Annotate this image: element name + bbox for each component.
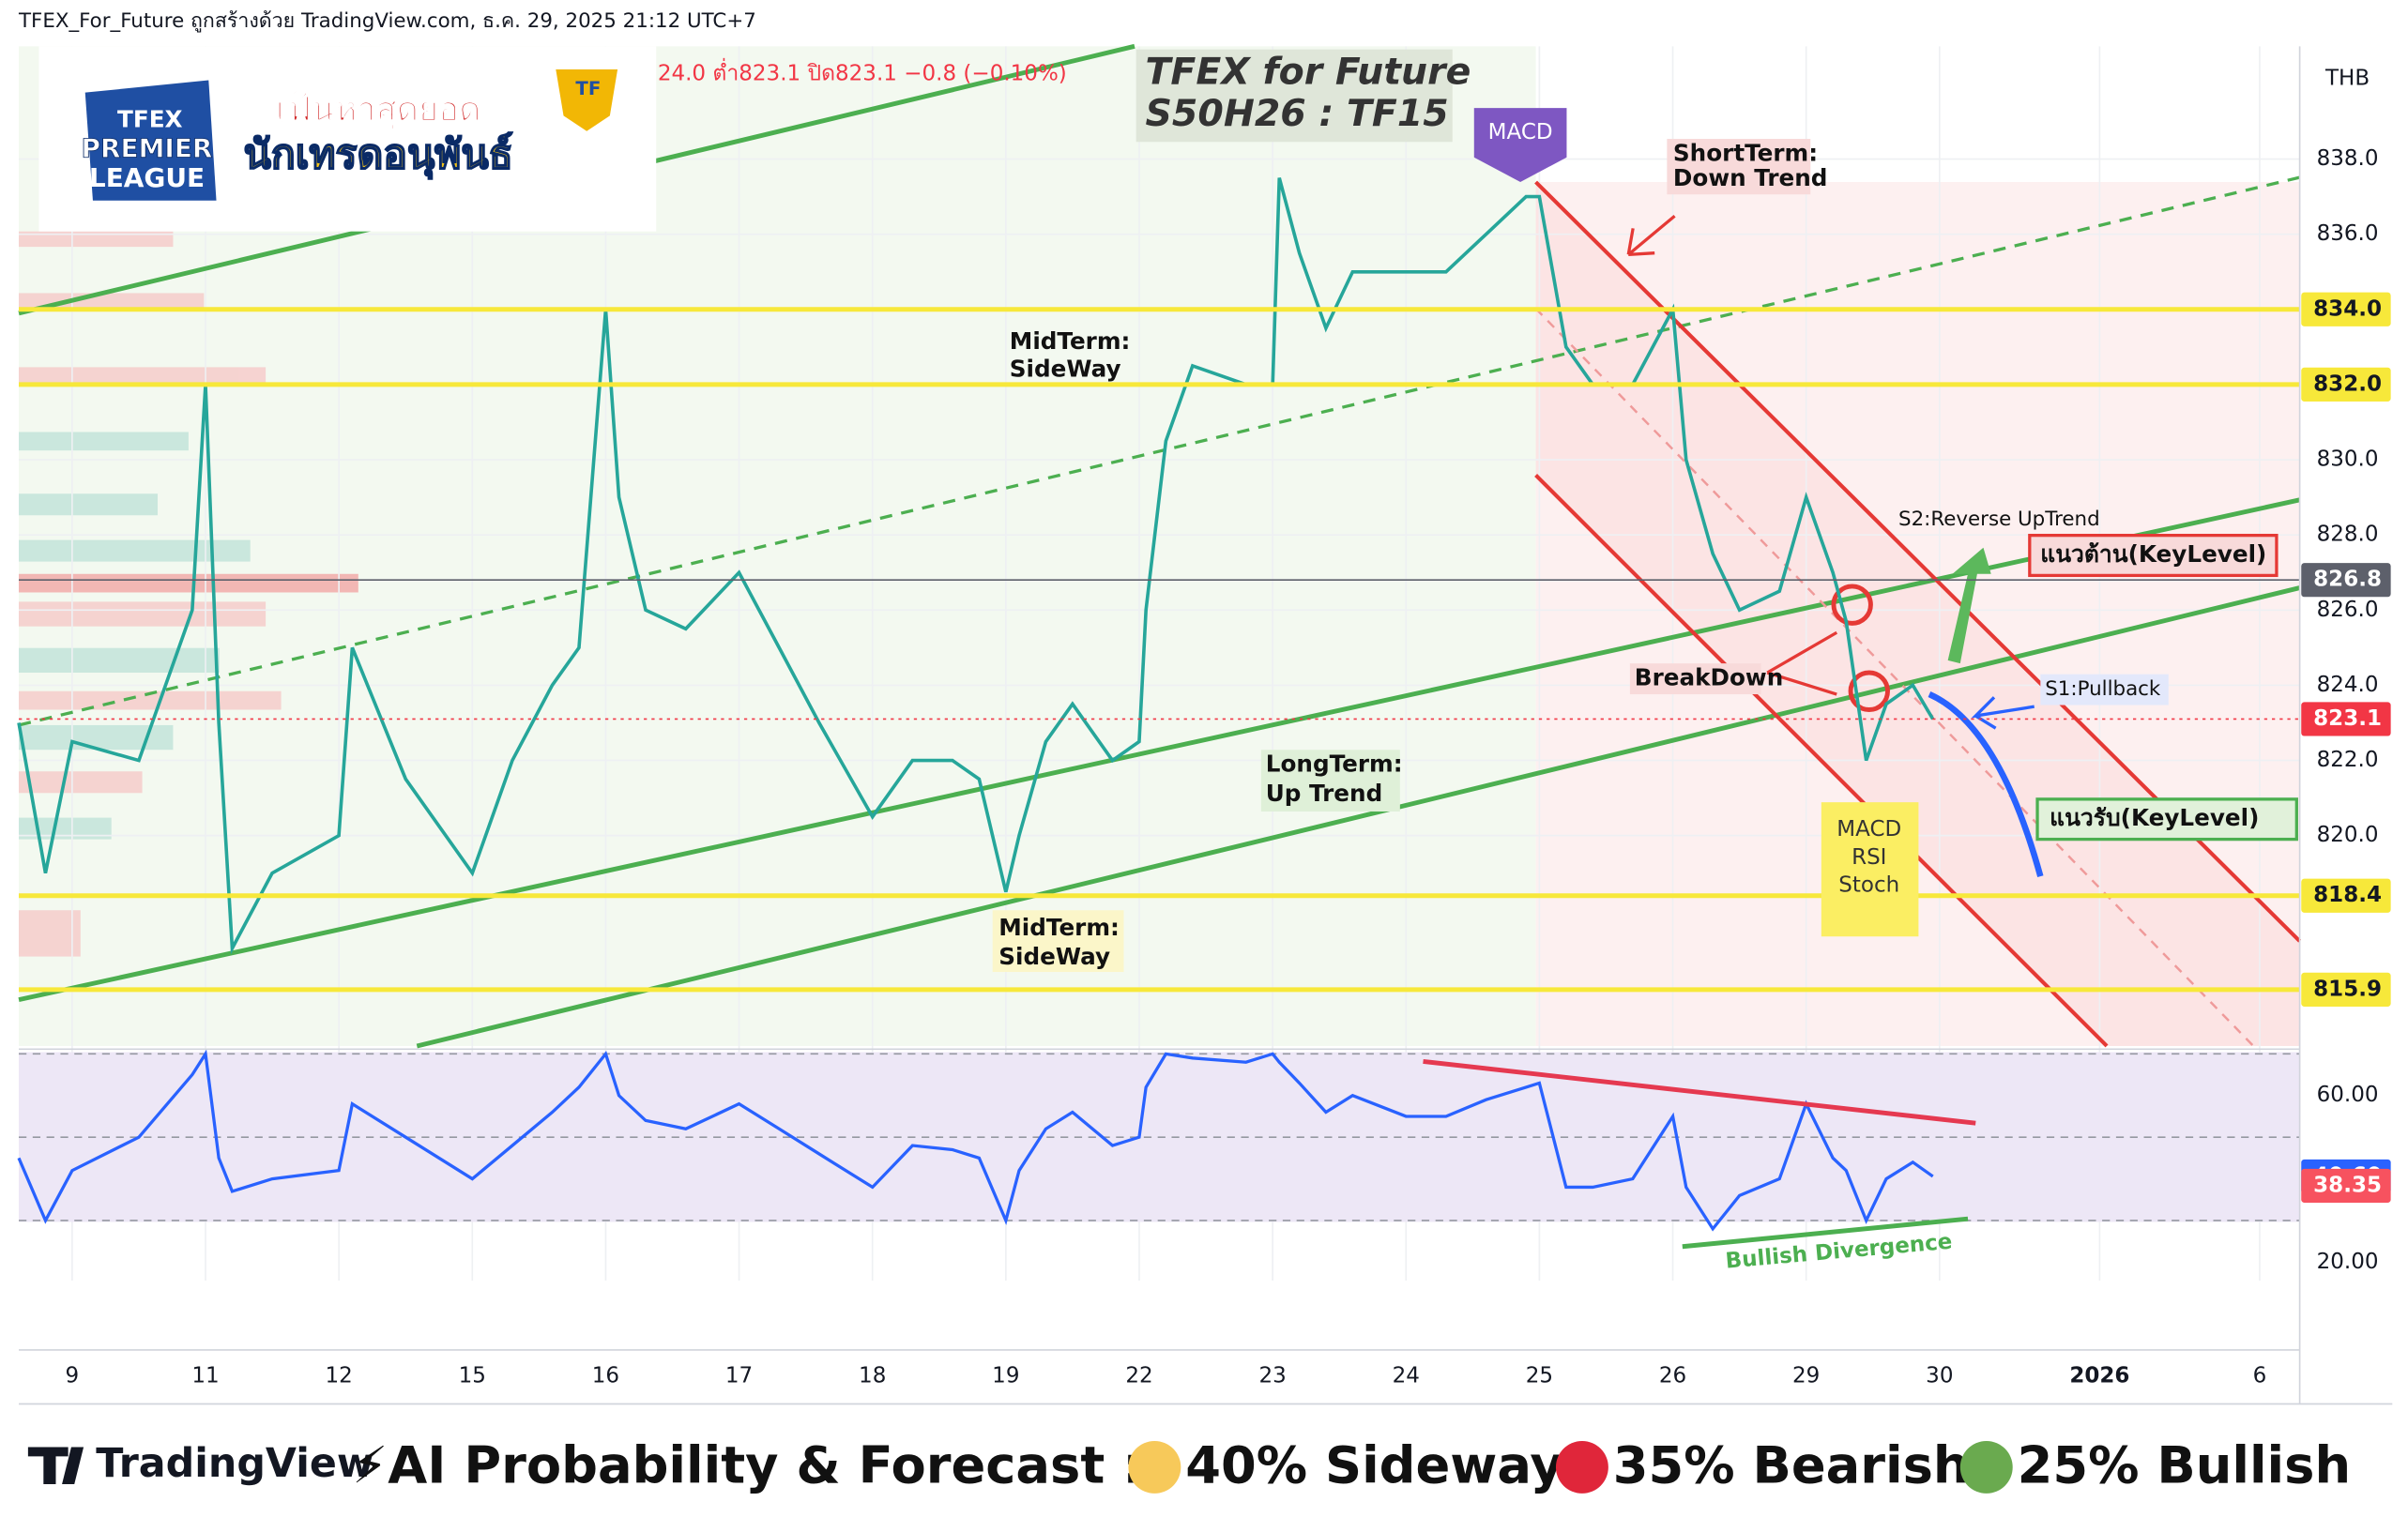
y-tick-label: 60.00 — [2317, 1083, 2379, 1107]
x-tick-label: 16 — [592, 1363, 619, 1388]
annotation: S2:Reverse UpTrend — [1898, 508, 2100, 531]
rsi-pane: 20.00 60.00 — [17, 1049, 2379, 1274]
x-tick-label: 22 — [1125, 1363, 1152, 1388]
x-tick-label: 25 — [1526, 1363, 1553, 1388]
x-tick-label: 12 — [326, 1363, 353, 1388]
annotation: Up Trend — [1266, 780, 1382, 807]
macd-flag — [1473, 108, 1567, 183]
forecast-dot — [1959, 1440, 2013, 1494]
forecast-dot — [1128, 1440, 1181, 1494]
y-tick-label: 838.0 — [2317, 146, 2379, 171]
annotation: MidTerm: — [998, 914, 1120, 941]
annotation: MidTerm: — [1010, 327, 1131, 355]
annotation: SideWay — [1010, 356, 1121, 383]
x-tick-label: 17 — [725, 1363, 753, 1388]
price-tag — [2301, 563, 2391, 598]
annotation: RSI — [1852, 845, 1886, 870]
annotation: Stoch — [1838, 872, 1899, 897]
x-tick-label: 9 — [66, 1363, 80, 1388]
annotation: MACD — [1488, 120, 1553, 144]
annotation: S1:Pullback — [2045, 677, 2161, 701]
headline: ⚡AI Probability & Forecast : — [352, 1436, 1143, 1495]
y-tick-label: 822.0 — [2317, 748, 2379, 772]
y-tick-label: 826.0 — [2317, 598, 2379, 622]
label-box — [2040, 674, 2169, 705]
badge-icon: TF — [575, 78, 601, 99]
volume-profile — [19, 231, 358, 957]
price-tag-label: 826.8 — [2313, 568, 2382, 592]
rsi-trendline — [1423, 1058, 1976, 1126]
price-tag — [2301, 702, 2391, 736]
x-tick-label: 29 — [1792, 1363, 1820, 1388]
title: TFEX for Future — [1146, 50, 1471, 93]
forecast-label: 35% Bearish — [1613, 1436, 1970, 1495]
price-tag — [2301, 972, 2391, 1007]
badge: TFEX PREMIER LEAGUE เฟ้นหาสุดยอด นักเทรด… — [38, 46, 657, 232]
label-box — [1667, 139, 1811, 195]
x-tick-label: 19 — [992, 1363, 1019, 1388]
x-tick-label: 2026 — [2069, 1363, 2129, 1388]
series-line — [17, 1049, 1934, 1232]
annotation: แนวรับ(KeyLevel) — [2050, 804, 2259, 831]
rsi-trendline — [1682, 1216, 1969, 1250]
y-tick-label: 20.00 — [2317, 1250, 2379, 1274]
annotation: Down Trend — [1673, 164, 1828, 191]
price-tag-label: 823.1 — [2313, 706, 2382, 731]
x-tick-label: 11 — [191, 1363, 219, 1388]
price-tag — [2301, 878, 2391, 913]
price-tag-label: 832.0 — [2313, 372, 2382, 396]
x-tick-label: 6 — [2253, 1363, 2267, 1388]
forecast-label: 40% Sideway — [1185, 1436, 1562, 1495]
annotation: แนวต้าน(KeyLevel) — [2040, 540, 2266, 568]
price-tag — [2301, 292, 2391, 326]
badge-slogan: เฟ้นหาสุดยอด — [276, 88, 481, 130]
y-tick-label: 828.0 — [2317, 523, 2379, 547]
x-tick-label: 23 — [1258, 1363, 1286, 1388]
label-box — [1260, 750, 1400, 812]
price-tag-label: 818.4 — [2313, 883, 2382, 907]
annotation: LongTerm: — [1266, 751, 1403, 778]
brand-icon — [27, 1447, 84, 1485]
y-tick-label: 824.0 — [2317, 673, 2379, 697]
forecast-label: 25% Bullish — [2018, 1436, 2351, 1495]
price-tag — [2301, 1168, 2391, 1203]
x-tick-label: 26 — [1659, 1363, 1686, 1388]
price-tag-label: 815.9 — [2313, 977, 2382, 1001]
annotation: SideWay — [998, 943, 1110, 970]
label-box — [1629, 663, 1761, 695]
subtitle: S50H26 : TF15 — [1146, 92, 1449, 135]
x-tick-label: 24 — [1393, 1363, 1420, 1388]
x-tick-label: 15 — [459, 1363, 486, 1388]
y-tick-label: 836.0 — [2317, 221, 2379, 246]
badge-text: TFEX — [117, 105, 183, 132]
price-tag-label: 834.0 — [2313, 296, 2382, 321]
label-box — [1821, 802, 1919, 937]
y-tick-label: 820.0 — [2317, 823, 2379, 847]
price-tag — [2301, 367, 2391, 402]
annotation: ShortTerm: — [1673, 139, 1818, 166]
series-line — [17, 177, 1935, 955]
y-tick-label: 830.0 — [2317, 447, 2379, 472]
price-tag-label: 38.35 — [2313, 1173, 2382, 1197]
x-tick-label: 18 — [859, 1363, 886, 1388]
badge-text: LEAGUE — [89, 162, 205, 193]
annotation: BreakDown — [1635, 664, 1783, 691]
annotation: MACD — [1836, 817, 1901, 842]
badge-text: PREMIER — [82, 133, 213, 164]
title-box — [1135, 49, 1453, 143]
badge-slogan: นักเทรดอนุพันธ์ — [244, 131, 513, 179]
label-box — [2028, 534, 2278, 578]
forecast-dot — [1555, 1440, 1608, 1494]
header: TFEX_For_Future ถูกสร้างด้วย TradingView… — [18, 9, 756, 33]
footer: TradingView ⚡AI Probability & Forecast : — [27, 1436, 1143, 1495]
label-box — [992, 910, 1124, 973]
currency: THB — [2324, 66, 2370, 90]
ohlc: 24.0 ต่ำ823.1 ปิด823.1 −0.8 (−0.10%) — [658, 57, 1067, 85]
x-tick-label: 30 — [1926, 1363, 1953, 1388]
forecasts: 40% Sideway 35% Bearish 25% Bullish — [1128, 1436, 2351, 1495]
label-box — [2035, 797, 2298, 842]
brand: TradingView — [96, 1440, 373, 1487]
